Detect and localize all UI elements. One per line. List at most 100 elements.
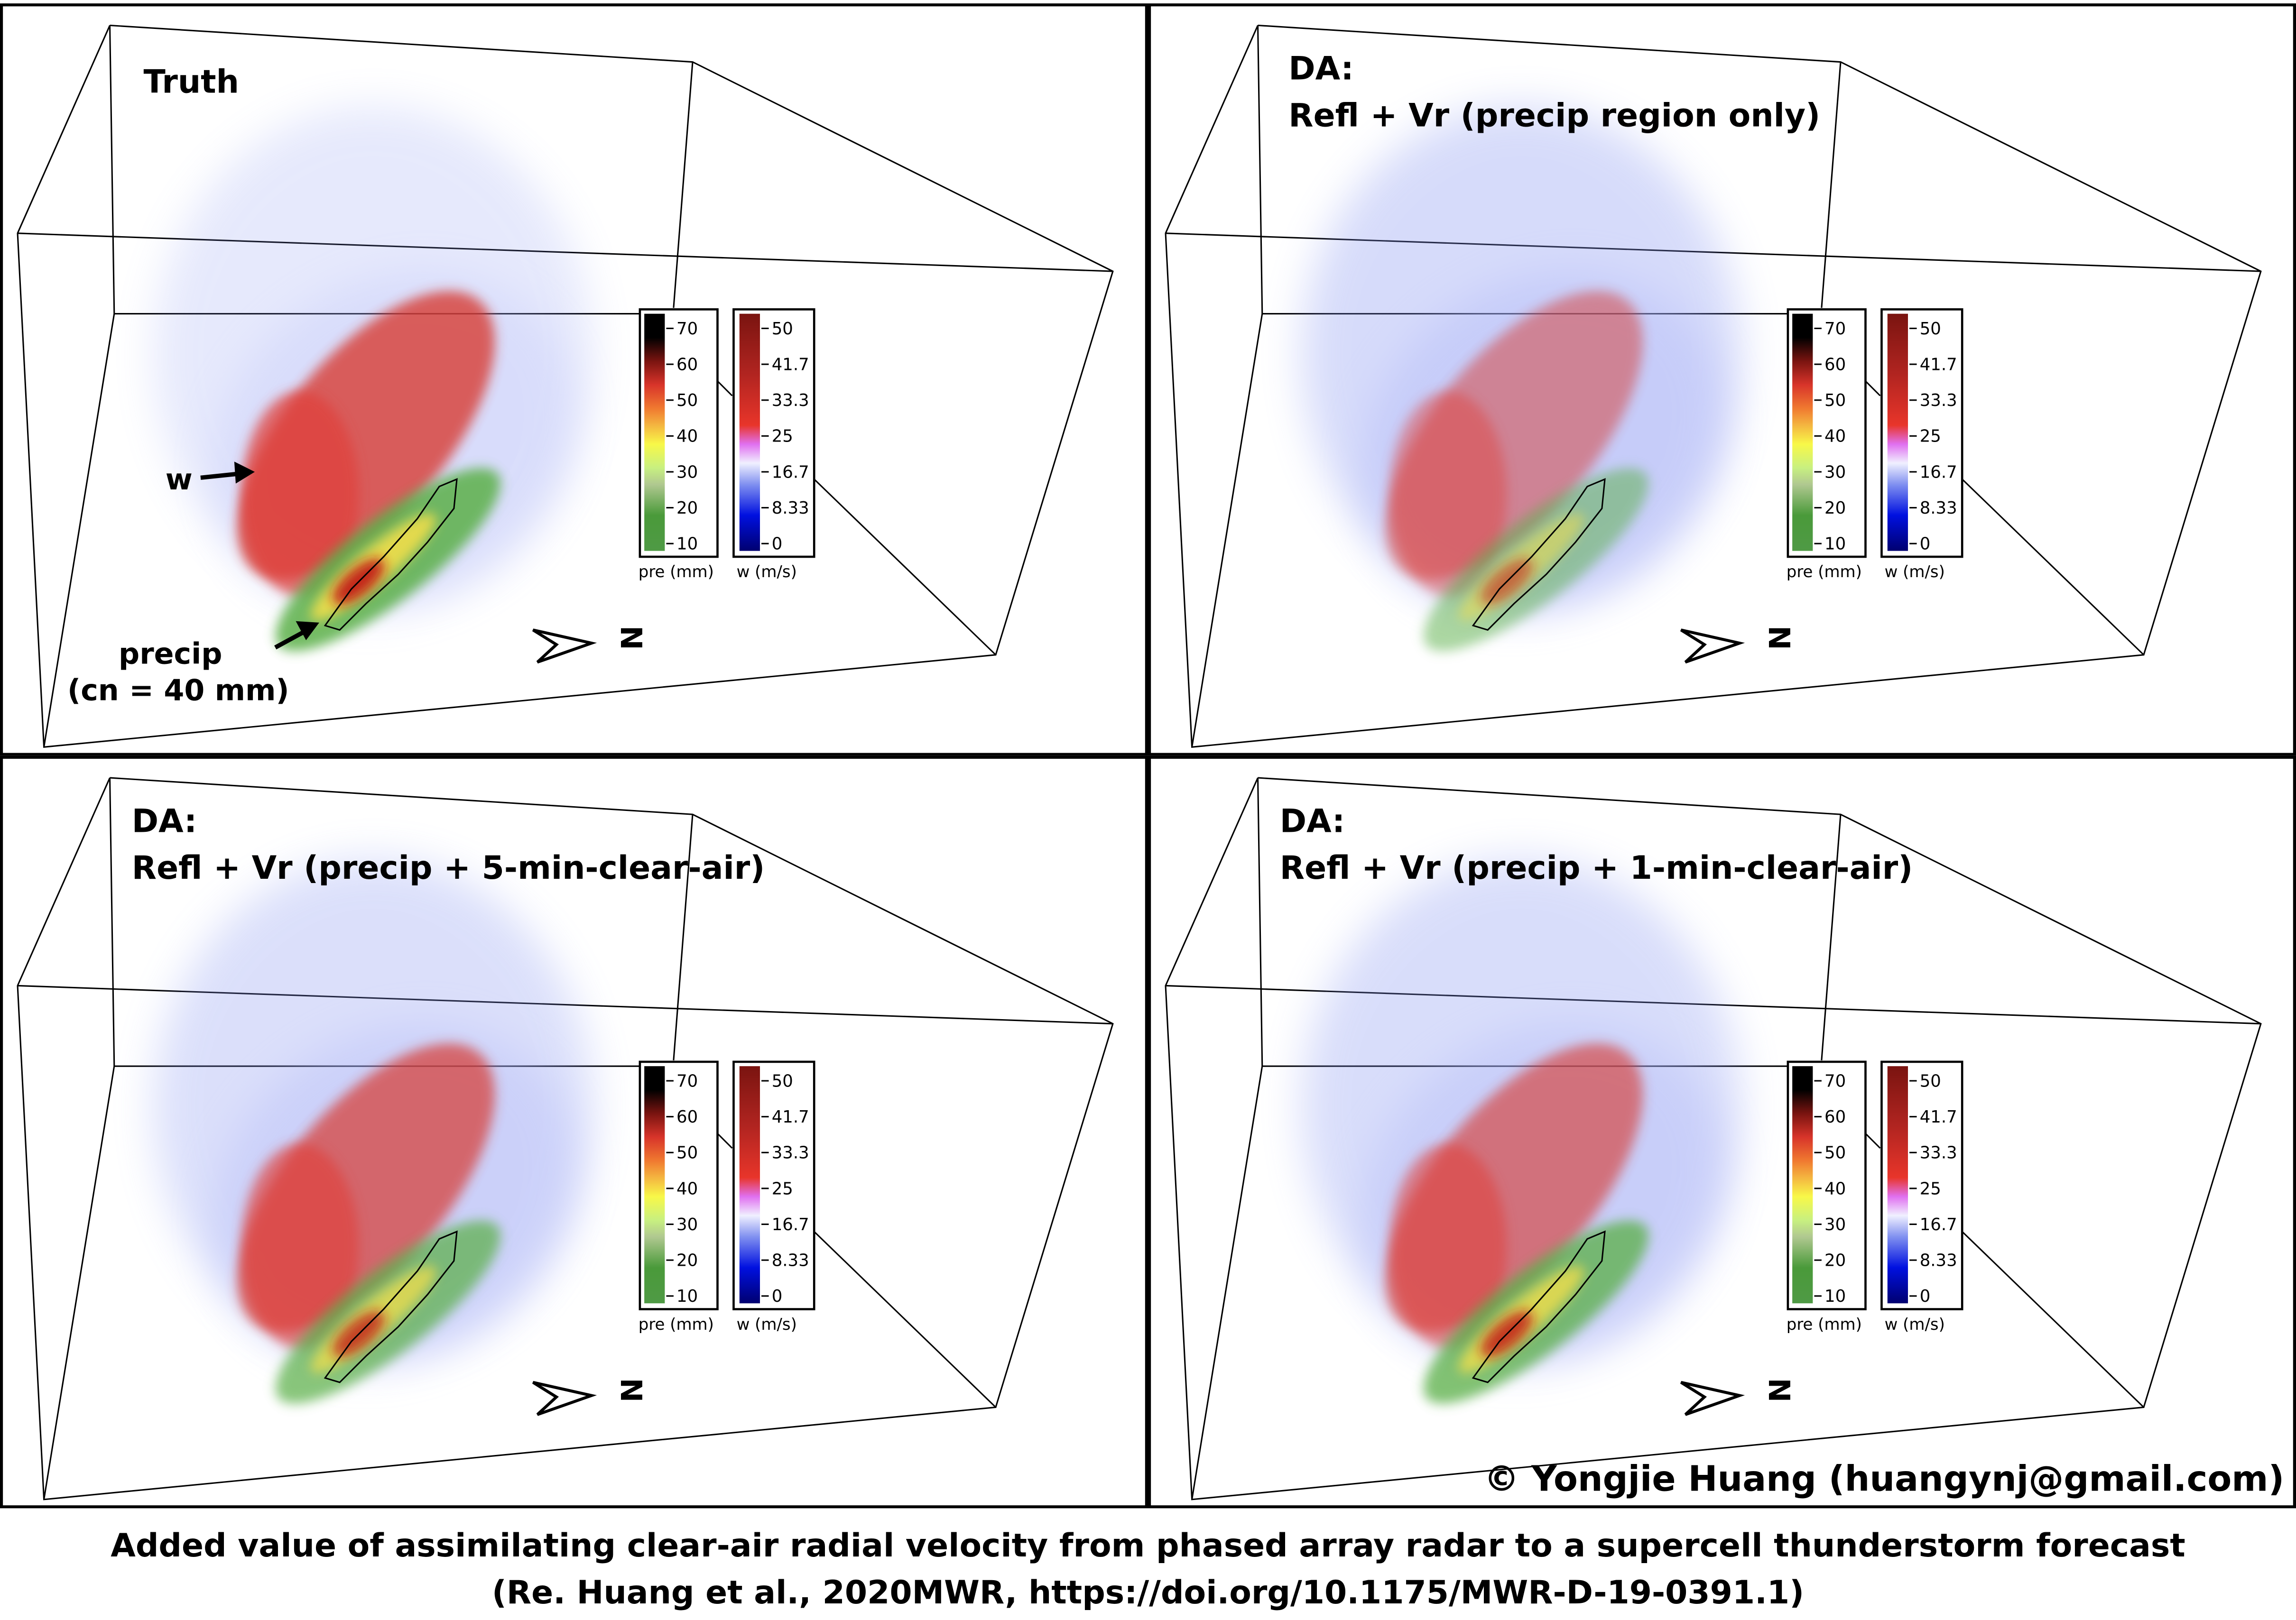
w-arrow-icon: [200, 461, 255, 484]
precip-rendering: [275, 468, 501, 652]
pre-colorbar-tick: 70: [676, 1071, 698, 1091]
panel-subtitle: Refl + Vr (precip + 5-min-clear-air): [132, 849, 765, 887]
pre-colorbar-tick: 70: [1824, 1071, 1846, 1091]
pre-colorbar-label: pre (mm): [639, 1315, 714, 1334]
panel-truth: Truth w precip (cn = 40 mm) 70 60 50 40 30 20…: [0, 3, 1148, 756]
pre-colorbar-gradient: [644, 1066, 665, 1304]
pre-colorbar-tick: 70: [1824, 319, 1846, 339]
pre-colorbar: 70 60 50 40 30 20 10 pre (mm): [1787, 1060, 1867, 1334]
w-colorbar: 50 41.7 33.3 25 16.7 8.33 0 w (m/s): [1880, 1060, 1963, 1334]
w-colorbar-tick: 16.7: [1920, 462, 1957, 482]
w-colorbar-tick: 0: [772, 1287, 783, 1306]
pre-colorbar-tick: 30: [676, 1215, 698, 1234]
pre-colorbar-tick: 50: [1824, 1143, 1846, 1163]
w-colorbar-tick: 50: [1920, 1071, 1941, 1091]
pre-colorbar-tick: 40: [676, 427, 698, 446]
pre-colorbar-tick: 30: [1824, 1215, 1846, 1234]
w-colorbar-tick: 0: [1920, 1287, 1931, 1306]
w-colorbar-tick: 8.33: [1920, 498, 1957, 518]
pre-colorbar-gradient: [1792, 1066, 1813, 1304]
north-label: N: [614, 1378, 648, 1403]
w-colorbar-label: w (m/s): [737, 562, 797, 581]
w-colorbar-tick: 50: [1920, 319, 1941, 339]
north-arrow-icon: N: [1680, 1378, 1796, 1416]
panel-subtitle: Refl + Vr (precip + 1-min-clear-air): [1280, 849, 1913, 887]
pre-colorbar-tick: 60: [1824, 355, 1846, 374]
w-colorbar-tick: 25: [1920, 427, 1941, 446]
w-colorbar-tick: 0: [772, 534, 783, 554]
w-colorbar-tick: 41.7: [772, 1107, 809, 1127]
w-colorbar-tick: 8.33: [772, 498, 809, 518]
w-colorbar-tick: 50: [772, 319, 793, 339]
copyright-text: © Yongjie Huang (huangynj@gmail.com): [1484, 1458, 2284, 1499]
panel-da1: DA: Refl + Vr (precip region only) 70 60 5…: [1148, 3, 2296, 756]
w-annotation-label: w: [166, 462, 193, 497]
north-arrow-icon: N: [532, 1378, 648, 1416]
precip-arrow-icon: [274, 621, 319, 650]
pre-colorbar-tick: 40: [676, 1179, 698, 1198]
precip-40mm-contour: [324, 1230, 458, 1383]
w-colorbar-gradient: [739, 313, 760, 551]
pre-colorbar-label: pre (mm): [639, 562, 714, 581]
w-colorbar-tick: 33.3: [772, 391, 809, 410]
pre-colorbar-tick: 60: [676, 355, 698, 374]
precip-40mm-contour: [1472, 478, 1606, 631]
precip-40mm-contour: [324, 478, 458, 631]
w-colorbar-label: w (m/s): [1885, 1315, 1945, 1334]
pre-colorbar-tick: 70: [676, 319, 698, 339]
w-colorbar-tick: 41.7: [772, 355, 809, 374]
pre-colorbar-tick: 20: [676, 1251, 698, 1270]
w-volume-rendering: [1302, 106, 1741, 614]
pre-colorbar-tick: 60: [676, 1107, 698, 1127]
panel-da1min: DA: Refl + Vr (precip + 1-min-clear-air)…: [1148, 755, 2296, 1509]
panel-da5: DA: Refl + Vr (precip + 5-min-clear-air)…: [0, 755, 1148, 1509]
pre-colorbar-gradient: [1792, 313, 1813, 551]
w-colorbar-tick: 25: [772, 1179, 793, 1198]
pre-colorbar-gradient: [644, 313, 665, 551]
w-colorbar-tick: 25: [1920, 1179, 1941, 1198]
pre-colorbar-tick: 10: [1824, 1287, 1846, 1306]
w-colorbar-label: w (m/s): [1885, 562, 1945, 581]
caption-line-1: Added value of assimilating clear-air ra…: [111, 1527, 2185, 1565]
pre-colorbar: 70 60 50 40 30 20 10 pre (mm): [639, 1060, 719, 1334]
w-colorbar-tick: 8.33: [772, 1251, 809, 1270]
pre-colorbar-tick: 40: [1824, 1179, 1846, 1198]
precip-rendering: [275, 1220, 501, 1404]
precip-rendering: [1423, 1220, 1649, 1404]
caption-line-2: (Re. Huang et al., 2020MWR, https://doi.…: [492, 1574, 1804, 1611]
pre-colorbar-tick: 50: [676, 1143, 698, 1163]
panel-title: DA:: [1288, 50, 1353, 88]
w-colorbar-tick: 16.7: [772, 1215, 809, 1234]
north-label: N: [1762, 1378, 1796, 1403]
w-colorbar: 50 41.7 33.3 25 16.7 8.33 0 w (m/s): [732, 308, 815, 581]
w-colorbar-tick: 50: [772, 1071, 793, 1091]
panel-subtitle: Refl + Vr (precip region only): [1288, 97, 1820, 134]
pre-colorbar-tick: 20: [1824, 498, 1846, 518]
w-colorbar-tick: 41.7: [1920, 1107, 1957, 1127]
pre-colorbar-label: pre (mm): [1787, 1315, 1862, 1334]
north-arrow-icon: N: [532, 626, 648, 664]
w-colorbar-gradient: [1887, 313, 1908, 551]
w-colorbar-tick: 33.3: [1920, 1143, 1957, 1163]
w-colorbar: 50 41.7 33.3 25 16.7 8.33 0 w (m/s): [1880, 308, 1963, 581]
precip-40mm-contour: [1472, 1230, 1606, 1383]
north-label: N: [614, 626, 648, 650]
pre-colorbar-tick: 30: [1824, 462, 1846, 482]
pre-colorbar-tick: 10: [676, 534, 698, 554]
panel-title: DA:: [132, 802, 197, 840]
w-colorbar-gradient: [739, 1066, 760, 1304]
pre-colorbar-tick: 50: [1824, 391, 1846, 410]
w-colorbar-tick: 16.7: [772, 462, 809, 482]
pre-colorbar-tick: 60: [1824, 1107, 1846, 1127]
pre-colorbar-tick: 10: [676, 1287, 698, 1306]
contour-annotation-label: (cn = 40 mm): [67, 673, 289, 707]
pre-colorbar-tick: 10: [1824, 534, 1846, 554]
w-colorbar-label: w (m/s): [737, 1315, 797, 1334]
w-volume-rendering: [154, 858, 593, 1366]
pre-colorbar-tick: 20: [676, 498, 698, 518]
panel-title: DA:: [1280, 802, 1345, 840]
pre-colorbar-tick: 50: [676, 391, 698, 410]
w-colorbar-tick: 0: [1920, 534, 1931, 554]
pre-colorbar-tick: 40: [1824, 427, 1846, 446]
